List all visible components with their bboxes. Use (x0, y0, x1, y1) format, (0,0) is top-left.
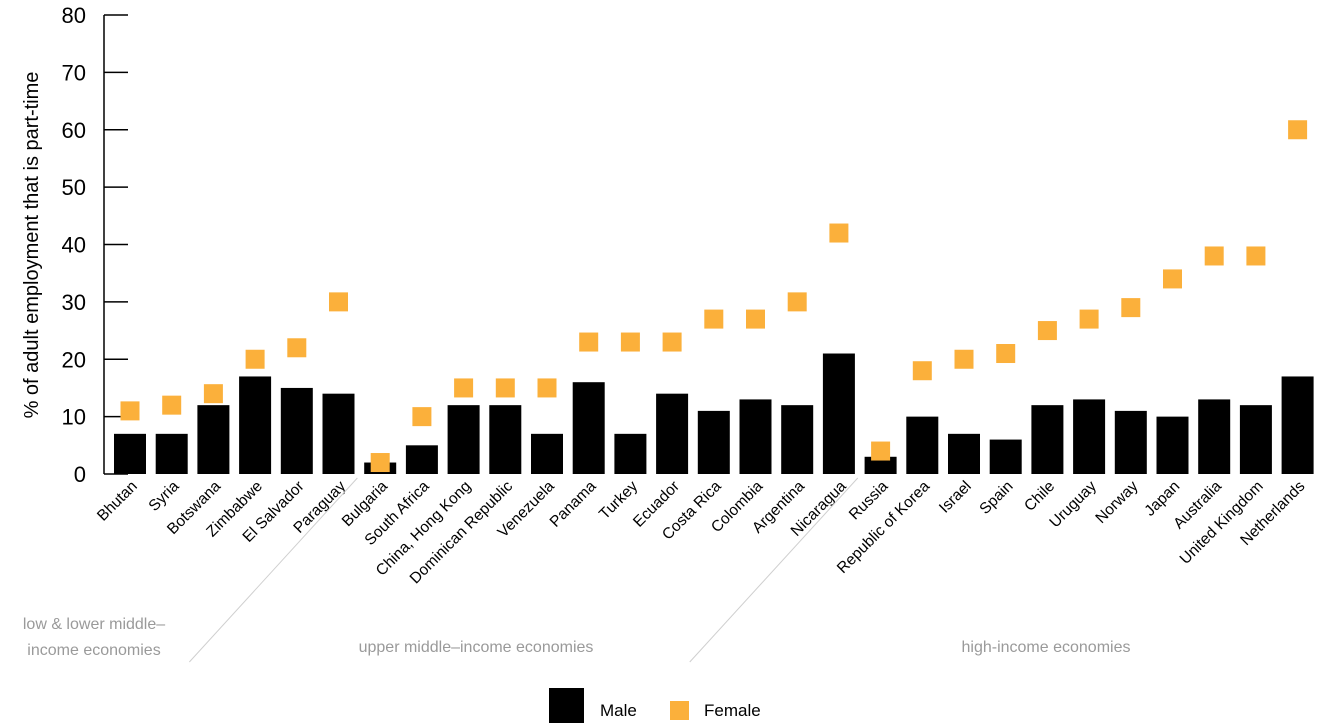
male-bar (197, 405, 230, 474)
male-bar (989, 439, 1022, 474)
male-bar (239, 376, 272, 474)
group-label: upper middle–income economies (359, 639, 594, 656)
female-marker (871, 441, 891, 461)
female-marker (287, 338, 307, 358)
y-tick-label: 60 (62, 118, 86, 143)
female-marker (1204, 246, 1224, 266)
male-bar (1281, 376, 1314, 474)
male-bar (1156, 416, 1189, 474)
male-bar (1198, 399, 1231, 474)
female-marker (120, 401, 140, 421)
female-marker (579, 332, 599, 352)
male-bar (697, 410, 730, 474)
x-tick-label: Uruguay (1046, 478, 1100, 532)
female-marker (245, 349, 265, 369)
legend-female-label: Female (704, 701, 761, 720)
male-bar (1031, 405, 1064, 474)
y-tick-label: 20 (62, 347, 86, 372)
female-marker (329, 292, 348, 312)
x-tick-label: Chile (1021, 478, 1058, 515)
male-bars (114, 353, 1314, 474)
female-marker (787, 292, 807, 312)
group-divider (188, 477, 358, 663)
male-bar (1239, 405, 1272, 474)
female-marker (370, 453, 390, 473)
male-bar (572, 382, 605, 474)
legend-male-swatch (549, 688, 584, 723)
group-label: income economies (27, 642, 160, 659)
female-marker (829, 223, 849, 243)
female-marker (1121, 298, 1141, 318)
female-marker (1037, 321, 1057, 341)
group-label: high-income economies (962, 639, 1131, 656)
x-tick-label: Bhutan (94, 478, 141, 525)
female-marker (454, 378, 474, 398)
male-bar (531, 433, 563, 474)
y-tick-label: 70 (62, 60, 86, 85)
male-bar (489, 405, 522, 474)
y-tick-label: 40 (62, 233, 86, 258)
male-bar (155, 433, 188, 474)
income-groups: low & lower middle– income economies upper… (23, 477, 1131, 663)
male-bar (447, 405, 480, 474)
female-marker (954, 349, 974, 369)
female-marker (203, 384, 223, 404)
female-marker (162, 395, 182, 415)
group-divider (689, 477, 859, 663)
y-tick-label: 10 (62, 405, 86, 430)
y-tick-label: 0 (74, 462, 86, 487)
female-marker (412, 407, 432, 427)
female-markers (120, 120, 1308, 473)
male-bar (656, 393, 689, 474)
female-marker (1163, 269, 1182, 289)
male-bar (781, 405, 814, 474)
male-bar (864, 456, 897, 474)
female-marker (1079, 309, 1099, 329)
female-marker (1288, 120, 1308, 140)
female-marker (912, 361, 932, 381)
x-tick-label: Israel (936, 478, 975, 517)
female-marker (495, 378, 515, 398)
x-tick-label: Norway (1092, 478, 1141, 527)
female-marker (746, 309, 765, 329)
x-tick-label: Spain (976, 478, 1016, 518)
male-bar (405, 445, 438, 474)
male-bar (739, 399, 772, 474)
female-marker (1246, 246, 1266, 266)
male-bar (614, 433, 647, 474)
y-tick-label: 50 (62, 175, 86, 200)
y-tick-label: 30 (62, 290, 86, 315)
legend-male-label: Male (600, 701, 637, 720)
male-bar (948, 433, 980, 474)
male-bar (906, 416, 939, 474)
female-marker (704, 309, 724, 329)
x-tick-label: Syria (146, 478, 183, 515)
group-label: low & lower middle– (23, 616, 165, 633)
male-bar (1114, 410, 1147, 474)
female-marker (537, 378, 557, 398)
female-marker (996, 344, 1016, 364)
x-tick-label: Panama (547, 478, 600, 531)
female-marker (620, 332, 640, 352)
female-marker (662, 332, 682, 352)
male-bar (280, 387, 313, 474)
legend: Male Female (549, 688, 761, 723)
legend-female-swatch (670, 701, 689, 720)
male-bar (114, 433, 146, 474)
y-axis-label: % of adult employment that is part-time (21, 72, 43, 419)
y-axis: 0 10 20 30 40 50 60 70 80 (62, 3, 128, 487)
male-bar (822, 353, 855, 474)
male-bar (1073, 399, 1106, 474)
male-bar (322, 393, 355, 474)
y-tick-label: 80 (62, 3, 86, 28)
